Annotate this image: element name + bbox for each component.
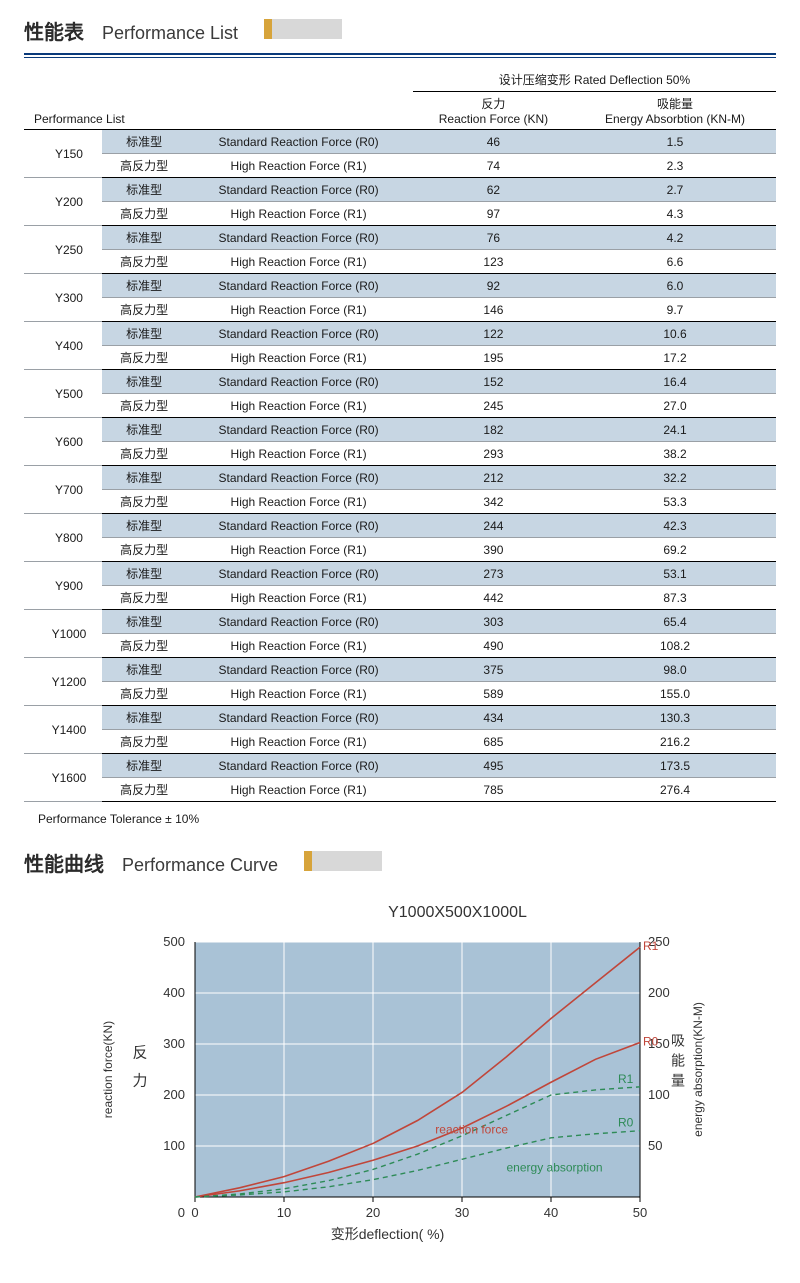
model-cell: Y300 <box>24 274 102 322</box>
table-row: Y800标准型Standard Reaction Force (R0)24442… <box>24 514 776 538</box>
rule-divider <box>24 53 776 58</box>
table-row: Y700标准型Standard Reaction Force (R0)21232… <box>24 466 776 490</box>
performance-curve-chart: Y1000X500X1000L 0 10 20 30 40 50 100 200 300 400 50… <box>80 887 720 1267</box>
table-row: Y200标准型Standard Reaction Force (R0)622.7 <box>24 178 776 202</box>
svg-text:50: 50 <box>633 1205 647 1220</box>
svg-text:100: 100 <box>648 1087 670 1102</box>
model-cell: Y150 <box>24 130 102 178</box>
heading-en: Performance List <box>102 23 238 44</box>
table-row: Y500标准型Standard Reaction Force (R0)15216… <box>24 370 776 394</box>
svg-text:R0: R0 <box>618 1116 634 1130</box>
table-row: Y250标准型Standard Reaction Force (R0)764.2 <box>24 226 776 250</box>
table-row: 高反力型High Reaction Force (R1)39069.2 <box>24 538 776 562</box>
table-row: Y600标准型Standard Reaction Force (R0)18224… <box>24 418 776 442</box>
model-cell: Y1000 <box>24 610 102 658</box>
model-cell: Y600 <box>24 418 102 466</box>
table-row: 高反力型High Reaction Force (R1)19517.2 <box>24 346 776 370</box>
svg-text:reaction force: reaction force <box>435 1122 508 1136</box>
section-header-performance-list: 性能表 Performance List <box>24 16 776 45</box>
svg-text:reaction force(KN): reaction force(KN) <box>101 1021 115 1118</box>
table-row: 高反力型High Reaction Force (R1)742.3 <box>24 154 776 178</box>
table-row: Y1000标准型Standard Reaction Force (R0)3036… <box>24 610 776 634</box>
col-energy-cn: 吸能量 <box>580 95 770 112</box>
table-row: 高反力型High Reaction Force (R1)29338.2 <box>24 442 776 466</box>
table-row: 高反力型High Reaction Force (R1)589155.0 <box>24 682 776 706</box>
col-force-cn: 反力 <box>419 95 568 112</box>
accent-bar <box>264 19 342 39</box>
tolerance-note: Performance Tolerance ± 10% <box>38 812 776 826</box>
table-row: Y150标准型Standard Reaction Force (R0)461.5 <box>24 130 776 154</box>
model-cell: Y900 <box>24 562 102 610</box>
accent-bar <box>304 851 382 871</box>
svg-text:300: 300 <box>163 1036 185 1051</box>
svg-text:能: 能 <box>671 1053 685 1069</box>
col-energy-en: Energy Absorbtion (KN-M) <box>580 112 770 126</box>
svg-text:200: 200 <box>648 985 670 1000</box>
svg-text:R1: R1 <box>618 1072 634 1086</box>
svg-text:Y1000X500X1000L: Y1000X500X1000L <box>388 904 527 921</box>
svg-text:0: 0 <box>191 1205 198 1220</box>
model-cell: Y200 <box>24 178 102 226</box>
heading2-cn: 性能曲线 <box>24 848 104 877</box>
svg-text:200: 200 <box>163 1087 185 1102</box>
model-cell: Y250 <box>24 226 102 274</box>
section-header-performance-curve: 性能曲线 Performance Curve <box>24 848 776 877</box>
model-cell: Y700 <box>24 466 102 514</box>
svg-text:反: 反 <box>132 1045 147 1062</box>
model-cell: Y1400 <box>24 706 102 754</box>
svg-text:energy absorption(KN-M): energy absorption(KN-M) <box>691 1002 705 1137</box>
svg-text:吸: 吸 <box>671 1033 685 1049</box>
model-cell: Y1600 <box>24 754 102 802</box>
table-row: Y1600标准型Standard Reaction Force (R0)4951… <box>24 754 776 778</box>
table-row: 高反力型High Reaction Force (R1)490108.2 <box>24 634 776 658</box>
table-row: 高反力型High Reaction Force (R1)685216.2 <box>24 730 776 754</box>
table-top-heading: 设计压缩变形 Rated Deflection 50% <box>413 68 776 92</box>
svg-text:量: 量 <box>671 1073 685 1089</box>
heading-cn: 性能表 <box>24 16 84 45</box>
table-row: Y400标准型Standard Reaction Force (R0)12210… <box>24 322 776 346</box>
table-row: 高反力型High Reaction Force (R1)1469.7 <box>24 298 776 322</box>
table-row: 高反力型High Reaction Force (R1)785276.4 <box>24 778 776 802</box>
table-row: 高反力型High Reaction Force (R1)34253.3 <box>24 490 776 514</box>
svg-text:100: 100 <box>163 1138 185 1153</box>
col-force-en: Reaction Force (KN) <box>419 112 568 126</box>
table-row: Y300标准型Standard Reaction Force (R0)926.0 <box>24 274 776 298</box>
model-cell: Y500 <box>24 370 102 418</box>
svg-text:R1: R1 <box>643 939 659 953</box>
svg-text:energy absorption: energy absorption <box>507 1161 603 1175</box>
table-row: Y900标准型Standard Reaction Force (R0)27353… <box>24 562 776 586</box>
heading2-en: Performance Curve <box>122 855 278 876</box>
svg-text:50: 50 <box>648 1138 662 1153</box>
table-perf-list-label: Performance List <box>34 112 125 126</box>
svg-text:10: 10 <box>277 1205 291 1220</box>
svg-text:变形deflection( %): 变形deflection( %) <box>331 1226 445 1242</box>
model-cell: Y800 <box>24 514 102 562</box>
table-row: 高反力型High Reaction Force (R1)44287.3 <box>24 586 776 610</box>
svg-text:400: 400 <box>163 985 185 1000</box>
svg-text:20: 20 <box>366 1205 380 1220</box>
model-cell: Y400 <box>24 322 102 370</box>
table-row: 高反力型High Reaction Force (R1)24527.0 <box>24 394 776 418</box>
table-row: Y1200标准型Standard Reaction Force (R0)3759… <box>24 658 776 682</box>
svg-text:0: 0 <box>178 1205 185 1220</box>
model-cell: Y1200 <box>24 658 102 706</box>
svg-text:500: 500 <box>163 934 185 949</box>
svg-text:30: 30 <box>455 1205 469 1220</box>
table-row: Y1400标准型Standard Reaction Force (R0)4341… <box>24 706 776 730</box>
svg-text:力: 力 <box>132 1073 147 1090</box>
table-row: 高反力型High Reaction Force (R1)974.3 <box>24 202 776 226</box>
performance-table: Performance List 设计压缩变形 Rated Deflection… <box>24 68 776 802</box>
svg-text:R0: R0 <box>643 1034 659 1048</box>
svg-text:40: 40 <box>544 1205 558 1220</box>
table-row: 高反力型High Reaction Force (R1)1236.6 <box>24 250 776 274</box>
